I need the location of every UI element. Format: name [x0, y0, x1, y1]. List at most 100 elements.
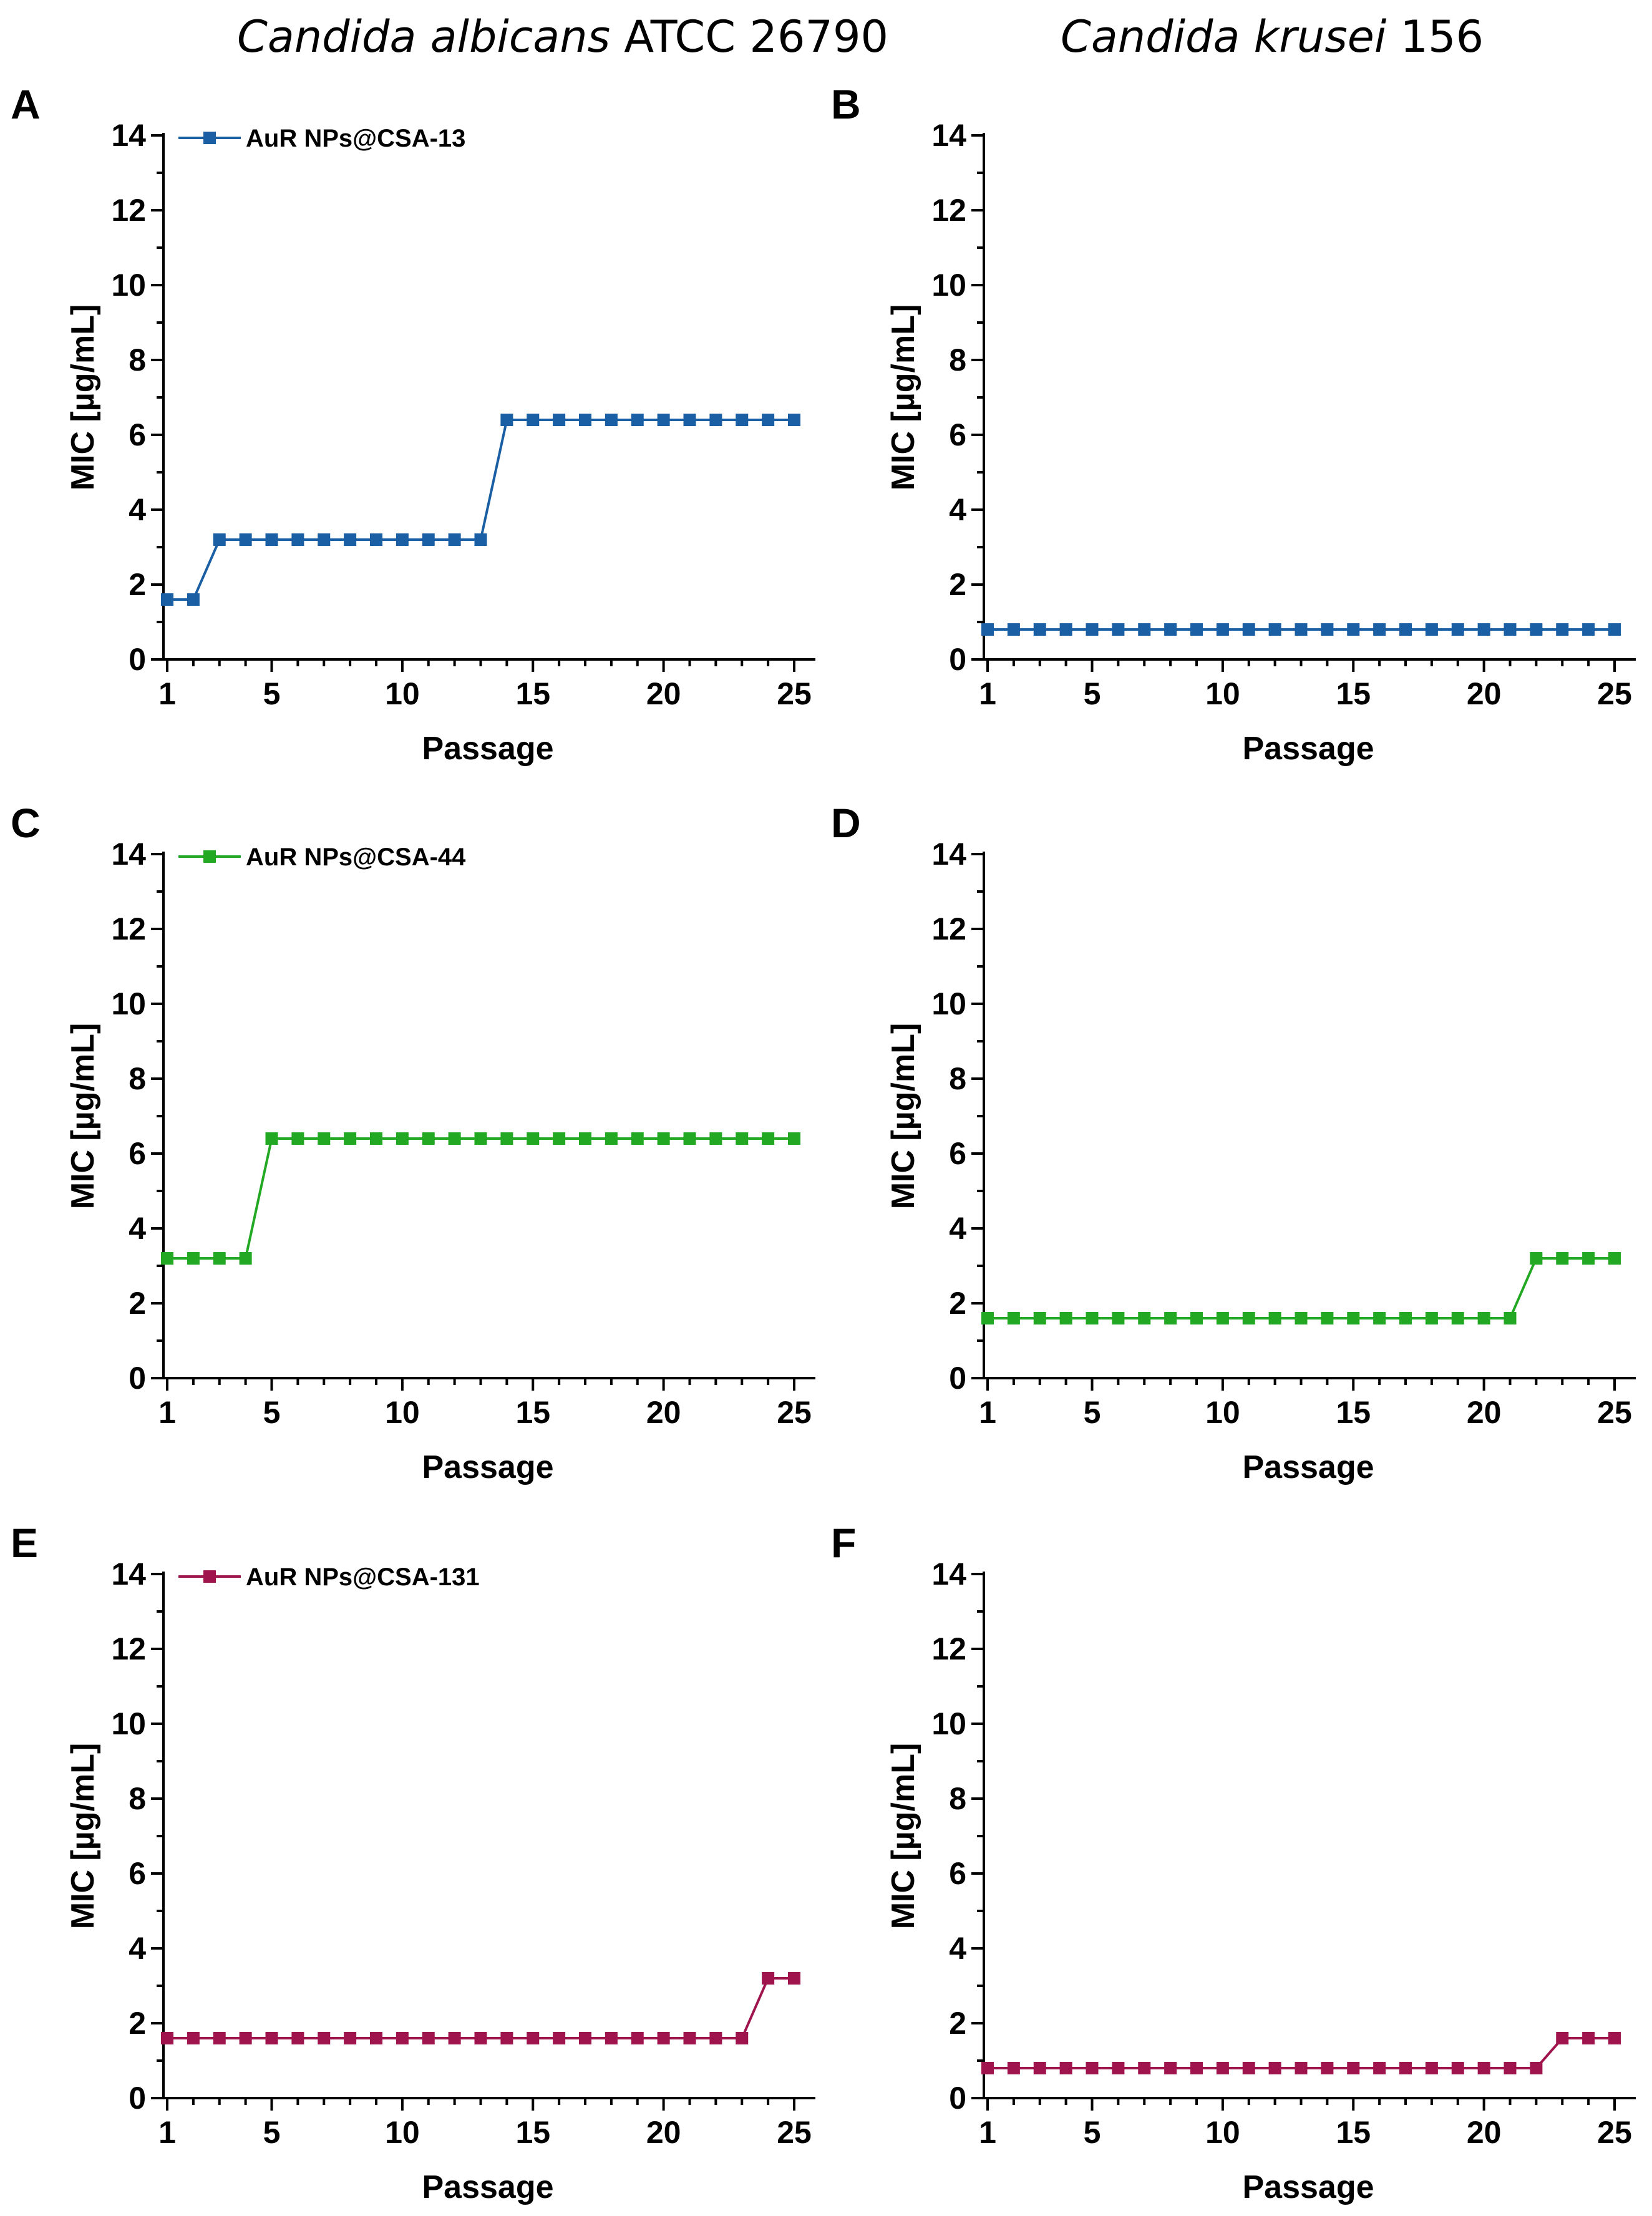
data-point [762, 1132, 775, 1145]
y-tick-label: 4 [949, 1211, 966, 1246]
y-tick-label: 12 [111, 1631, 146, 1666]
column-title-right-strain: 156 [1386, 11, 1484, 62]
x-tick-label: 5 [1084, 676, 1101, 711]
data-point [1007, 623, 1020, 636]
panel-letter: E [11, 1520, 38, 1566]
data-point [1242, 623, 1255, 636]
data-point [1582, 1252, 1595, 1265]
data-point [1451, 2062, 1464, 2074]
x-tick-label: 10 [1205, 2115, 1240, 2150]
data-point [344, 533, 357, 546]
data-point [1190, 1312, 1203, 1324]
series-line [988, 1257, 1615, 1319]
data-point [265, 1132, 278, 1145]
data-point [1373, 2062, 1386, 2074]
x-tick-label: 20 [1467, 1395, 1502, 1430]
y-tick-label: 0 [949, 1361, 966, 1396]
data-point [291, 1132, 304, 1145]
y-tick-label: 14 [111, 118, 146, 153]
data-point [422, 533, 435, 546]
panel-letter: C [11, 800, 41, 846]
data-point [709, 2032, 722, 2044]
y-tick-label: 8 [129, 1781, 146, 1816]
legend-label: AuR NPs@CSA-44 [246, 843, 466, 871]
data-point [318, 533, 331, 546]
data-point [1086, 623, 1099, 636]
data-point [1504, 2062, 1517, 2074]
data-point [1530, 623, 1543, 636]
data-point [1504, 1312, 1517, 1324]
data-point [474, 533, 487, 546]
x-tick-label: 15 [515, 1395, 550, 1430]
column-title-right-species: Candida krusei [1061, 11, 1387, 62]
panel-letter: D [831, 800, 861, 846]
data-point [631, 414, 644, 426]
y-tick-label: 14 [931, 837, 966, 872]
data-point [1582, 2032, 1595, 2044]
data-point [981, 2062, 994, 2074]
data-point [1425, 2062, 1438, 2074]
data-point [788, 1972, 800, 1985]
data-point [396, 533, 409, 546]
data-point [1608, 2032, 1621, 2044]
data-point [239, 2032, 252, 2044]
y-tick-label: 8 [949, 1781, 966, 1816]
x-tick-label: 10 [1205, 676, 1240, 711]
data-point [736, 414, 749, 426]
y-tick-label: 8 [129, 1061, 146, 1096]
x-tick-label: 10 [1205, 1395, 1240, 1430]
x-tick-label: 10 [385, 1395, 420, 1430]
data-point [709, 414, 722, 426]
data-point [527, 2032, 540, 2044]
data-point [1138, 623, 1151, 636]
data-point [527, 1132, 540, 1145]
y-tick-label: 6 [129, 1136, 146, 1171]
data-point [318, 1132, 331, 1145]
y-tick-label: 2 [129, 1286, 146, 1321]
data-point [1295, 623, 1308, 636]
x-tick-label: 15 [1336, 1395, 1371, 1430]
data-point [683, 2032, 696, 2044]
data-point [605, 2032, 618, 2044]
y-tick-label: 10 [111, 986, 146, 1021]
data-point [657, 2032, 670, 2044]
data-point [1164, 623, 1177, 636]
data-point [1164, 1312, 1177, 1324]
x-tick-label: 10 [385, 676, 420, 711]
data-point [1059, 2062, 1072, 2074]
y-tick-label: 0 [129, 642, 146, 677]
y-tick-label: 10 [931, 268, 966, 303]
x-tick-label: 5 [1084, 2115, 1101, 2150]
data-point [709, 1132, 722, 1145]
data-point [1477, 623, 1490, 636]
x-tick-label: 20 [1467, 2115, 1502, 2150]
data-point [1190, 2062, 1203, 2074]
x-tick-label: 25 [1597, 2115, 1632, 2150]
data-point [1086, 1312, 1099, 1324]
x-tick-label: 5 [263, 2115, 281, 2150]
data-point [239, 533, 252, 546]
x-tick-label: 1 [979, 676, 996, 711]
data-point [553, 1132, 566, 1145]
data-point [762, 414, 775, 426]
y-tick-label: 6 [949, 1856, 966, 1891]
y-tick-label: 0 [949, 642, 966, 677]
x-axis-title: Passage [1242, 1449, 1374, 1485]
data-point [422, 2032, 435, 2044]
x-tick-label: 1 [979, 1395, 996, 1430]
y-tick-label: 10 [111, 1706, 146, 1741]
data-point [291, 2032, 304, 2044]
data-point [265, 2032, 278, 2044]
data-point [1477, 1312, 1490, 1324]
x-tick-label: 15 [515, 676, 550, 711]
data-point [318, 2032, 331, 2044]
y-tick-label: 14 [111, 837, 146, 872]
data-point [213, 533, 226, 546]
data-point [605, 1132, 618, 1145]
y-tick-label: 12 [931, 911, 966, 946]
x-tick-label: 15 [515, 2115, 550, 2150]
x-tick-label: 25 [1597, 1395, 1632, 1430]
y-tick-label: 0 [949, 2081, 966, 2116]
